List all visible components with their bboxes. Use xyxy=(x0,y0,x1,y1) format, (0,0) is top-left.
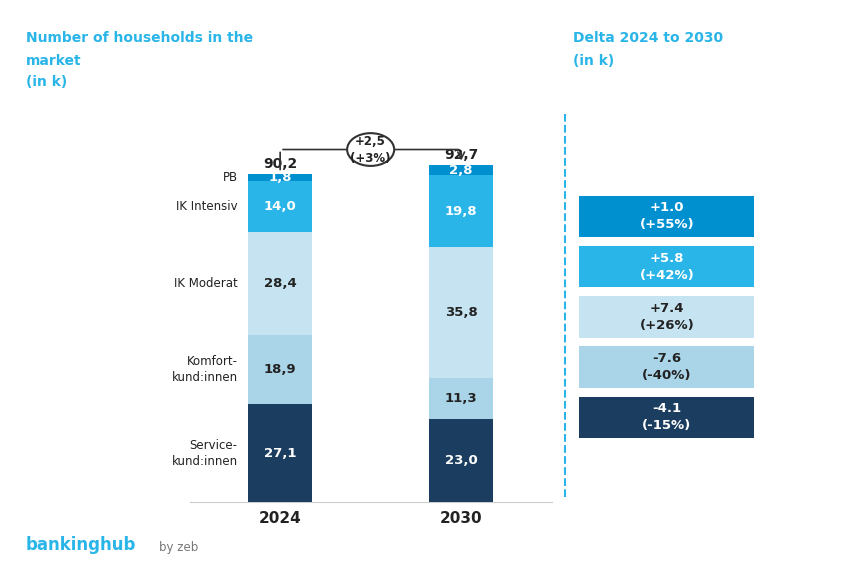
Text: bankinghub: bankinghub xyxy=(26,536,136,554)
Text: 90,2: 90,2 xyxy=(263,158,297,171)
Bar xyxy=(248,335,312,404)
Text: +7.4
(+26%): +7.4 (+26%) xyxy=(639,302,693,332)
Text: Komfort-
kund:innen: Komfort- kund:innen xyxy=(171,355,238,384)
Bar xyxy=(429,165,492,175)
Bar xyxy=(429,247,492,377)
Text: -7.6
(-40%): -7.6 (-40%) xyxy=(641,352,691,382)
Text: 19,8: 19,8 xyxy=(444,205,477,218)
Bar xyxy=(429,175,492,247)
Text: (in k): (in k) xyxy=(573,54,614,69)
Text: PB: PB xyxy=(222,171,238,184)
Text: Delta 2024 to 2030: Delta 2024 to 2030 xyxy=(573,31,722,46)
Text: by zeb: by zeb xyxy=(159,541,199,554)
Text: 14,0: 14,0 xyxy=(263,200,296,213)
Text: market: market xyxy=(26,54,82,69)
Text: 18,9: 18,9 xyxy=(263,363,296,376)
Text: 11,3: 11,3 xyxy=(444,392,477,405)
Text: +1.0
(+55%): +1.0 (+55%) xyxy=(639,202,693,231)
Text: 2,8: 2,8 xyxy=(449,164,473,177)
Text: -4.1
(-15%): -4.1 (-15%) xyxy=(641,403,691,432)
Bar xyxy=(248,232,312,335)
Text: +2,5
(+3%): +2,5 (+3%) xyxy=(350,135,390,164)
Bar xyxy=(248,174,312,181)
Bar xyxy=(248,404,312,502)
Text: 27,1: 27,1 xyxy=(263,447,296,460)
Text: (in k): (in k) xyxy=(26,75,67,90)
Text: IK Moderat: IK Moderat xyxy=(174,277,238,290)
Bar xyxy=(429,419,492,502)
Text: 23,0: 23,0 xyxy=(444,454,477,467)
Text: 92,7: 92,7 xyxy=(443,148,478,162)
Text: IK Intensiv: IK Intensiv xyxy=(176,200,238,213)
Text: Number of households in the: Number of households in the xyxy=(26,31,252,46)
Ellipse shape xyxy=(347,133,393,166)
Bar xyxy=(248,181,312,232)
Text: +5.8
(+42%): +5.8 (+42%) xyxy=(639,252,693,282)
Text: 28,4: 28,4 xyxy=(263,277,296,290)
Text: Service-
kund:innen: Service- kund:innen xyxy=(171,439,238,468)
Text: 35,8: 35,8 xyxy=(444,306,477,319)
Text: 1,8: 1,8 xyxy=(268,171,292,184)
Bar xyxy=(429,377,492,419)
